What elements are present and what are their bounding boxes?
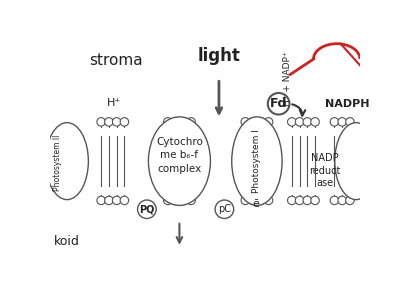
Circle shape: [311, 196, 319, 205]
Circle shape: [303, 196, 312, 205]
Text: Photosystem I: Photosystem I: [252, 129, 262, 193]
Text: koid: koid: [54, 235, 80, 248]
Text: stroma: stroma: [89, 53, 142, 68]
Circle shape: [256, 118, 265, 126]
Circle shape: [187, 118, 195, 126]
Circle shape: [268, 93, 290, 115]
Circle shape: [311, 118, 319, 126]
Text: NADPH: NADPH: [325, 99, 370, 109]
Circle shape: [330, 196, 339, 205]
Circle shape: [338, 118, 346, 126]
Circle shape: [179, 196, 188, 205]
Circle shape: [105, 118, 113, 126]
Ellipse shape: [46, 123, 88, 200]
Circle shape: [295, 196, 304, 205]
Circle shape: [249, 118, 257, 126]
Circle shape: [241, 118, 250, 126]
Ellipse shape: [232, 117, 282, 206]
Circle shape: [338, 196, 346, 205]
Text: ē: ē: [252, 199, 259, 209]
Text: Cytochro
me b₆-f
complex: Cytochro me b₆-f complex: [156, 137, 203, 173]
Circle shape: [256, 196, 265, 205]
Circle shape: [295, 118, 304, 126]
Circle shape: [264, 118, 273, 126]
Circle shape: [112, 118, 121, 126]
Circle shape: [215, 200, 234, 218]
Text: H⁺: H⁺: [106, 98, 121, 108]
FancyBboxPatch shape: [50, 36, 360, 267]
Circle shape: [97, 118, 106, 126]
Text: Photosystem II: Photosystem II: [53, 135, 62, 191]
Text: NADP
reduct
ase: NADP reduct ase: [310, 153, 341, 188]
Circle shape: [171, 118, 180, 126]
Text: PQ: PQ: [139, 204, 154, 214]
Circle shape: [97, 196, 106, 205]
Circle shape: [112, 196, 121, 205]
Circle shape: [120, 118, 129, 126]
Circle shape: [249, 196, 257, 205]
Circle shape: [264, 196, 273, 205]
Circle shape: [164, 118, 172, 126]
Circle shape: [164, 196, 172, 205]
Circle shape: [288, 118, 296, 126]
Text: Fd: Fd: [270, 97, 287, 110]
Circle shape: [346, 118, 354, 126]
Text: light: light: [198, 47, 240, 65]
Ellipse shape: [335, 123, 378, 200]
Circle shape: [330, 118, 339, 126]
Circle shape: [303, 118, 312, 126]
Circle shape: [171, 196, 180, 205]
Circle shape: [105, 196, 113, 205]
Circle shape: [138, 200, 156, 218]
Circle shape: [120, 196, 129, 205]
Circle shape: [187, 196, 195, 205]
Circle shape: [288, 196, 296, 205]
Circle shape: [346, 196, 354, 205]
Text: pC: pC: [218, 204, 231, 214]
Text: H⁺ + NADP⁺: H⁺ + NADP⁺: [283, 51, 292, 106]
Ellipse shape: [148, 117, 210, 206]
Circle shape: [179, 118, 188, 126]
Circle shape: [241, 196, 250, 205]
